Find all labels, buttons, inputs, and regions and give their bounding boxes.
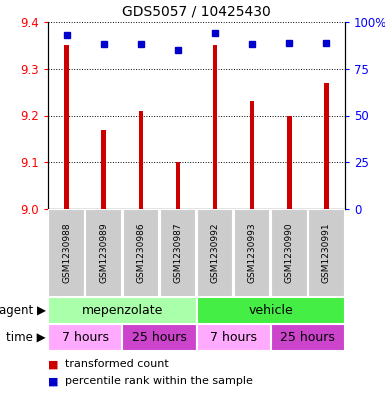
Text: ■: ■: [48, 376, 59, 386]
Bar: [139, 111, 143, 209]
Text: mepenzolate: mepenzolate: [82, 304, 163, 317]
Text: GSM1230986: GSM1230986: [136, 223, 145, 283]
Text: vehicle: vehicle: [248, 304, 293, 317]
Bar: [271, 209, 308, 297]
Bar: [197, 209, 233, 297]
Text: transformed count: transformed count: [65, 360, 169, 369]
Text: time ▶: time ▶: [7, 331, 46, 344]
Text: GSM1230991: GSM1230991: [322, 223, 331, 283]
Text: GSM1230992: GSM1230992: [211, 223, 219, 283]
Bar: [85, 209, 122, 297]
Bar: [196, 324, 271, 351]
Text: GSM1230990: GSM1230990: [285, 223, 294, 283]
Bar: [49, 209, 85, 297]
Bar: [287, 116, 291, 209]
Text: GSM1230989: GSM1230989: [99, 223, 108, 283]
Bar: [176, 162, 180, 209]
Bar: [234, 209, 270, 297]
Bar: [271, 324, 345, 351]
Text: agent ▶: agent ▶: [0, 304, 46, 317]
Bar: [250, 101, 254, 209]
Bar: [160, 209, 196, 297]
Bar: [308, 209, 345, 297]
Text: 7 hours: 7 hours: [62, 331, 109, 344]
Bar: [64, 45, 69, 209]
Text: 25 hours: 25 hours: [132, 331, 187, 344]
Bar: [196, 297, 345, 324]
Bar: [324, 83, 329, 209]
Text: percentile rank within the sample: percentile rank within the sample: [65, 376, 253, 386]
Bar: [102, 130, 106, 209]
Text: ■: ■: [48, 360, 59, 369]
Text: GSM1230993: GSM1230993: [248, 223, 257, 283]
Text: GSM1230987: GSM1230987: [173, 223, 182, 283]
Bar: [213, 45, 217, 209]
Bar: [48, 324, 122, 351]
Bar: [122, 324, 196, 351]
Text: 7 hours: 7 hours: [210, 331, 257, 344]
Text: GSM1230988: GSM1230988: [62, 223, 71, 283]
Bar: [122, 209, 159, 297]
Text: 25 hours: 25 hours: [280, 331, 335, 344]
Title: GDS5057 / 10425430: GDS5057 / 10425430: [122, 4, 271, 18]
Bar: [48, 297, 196, 324]
